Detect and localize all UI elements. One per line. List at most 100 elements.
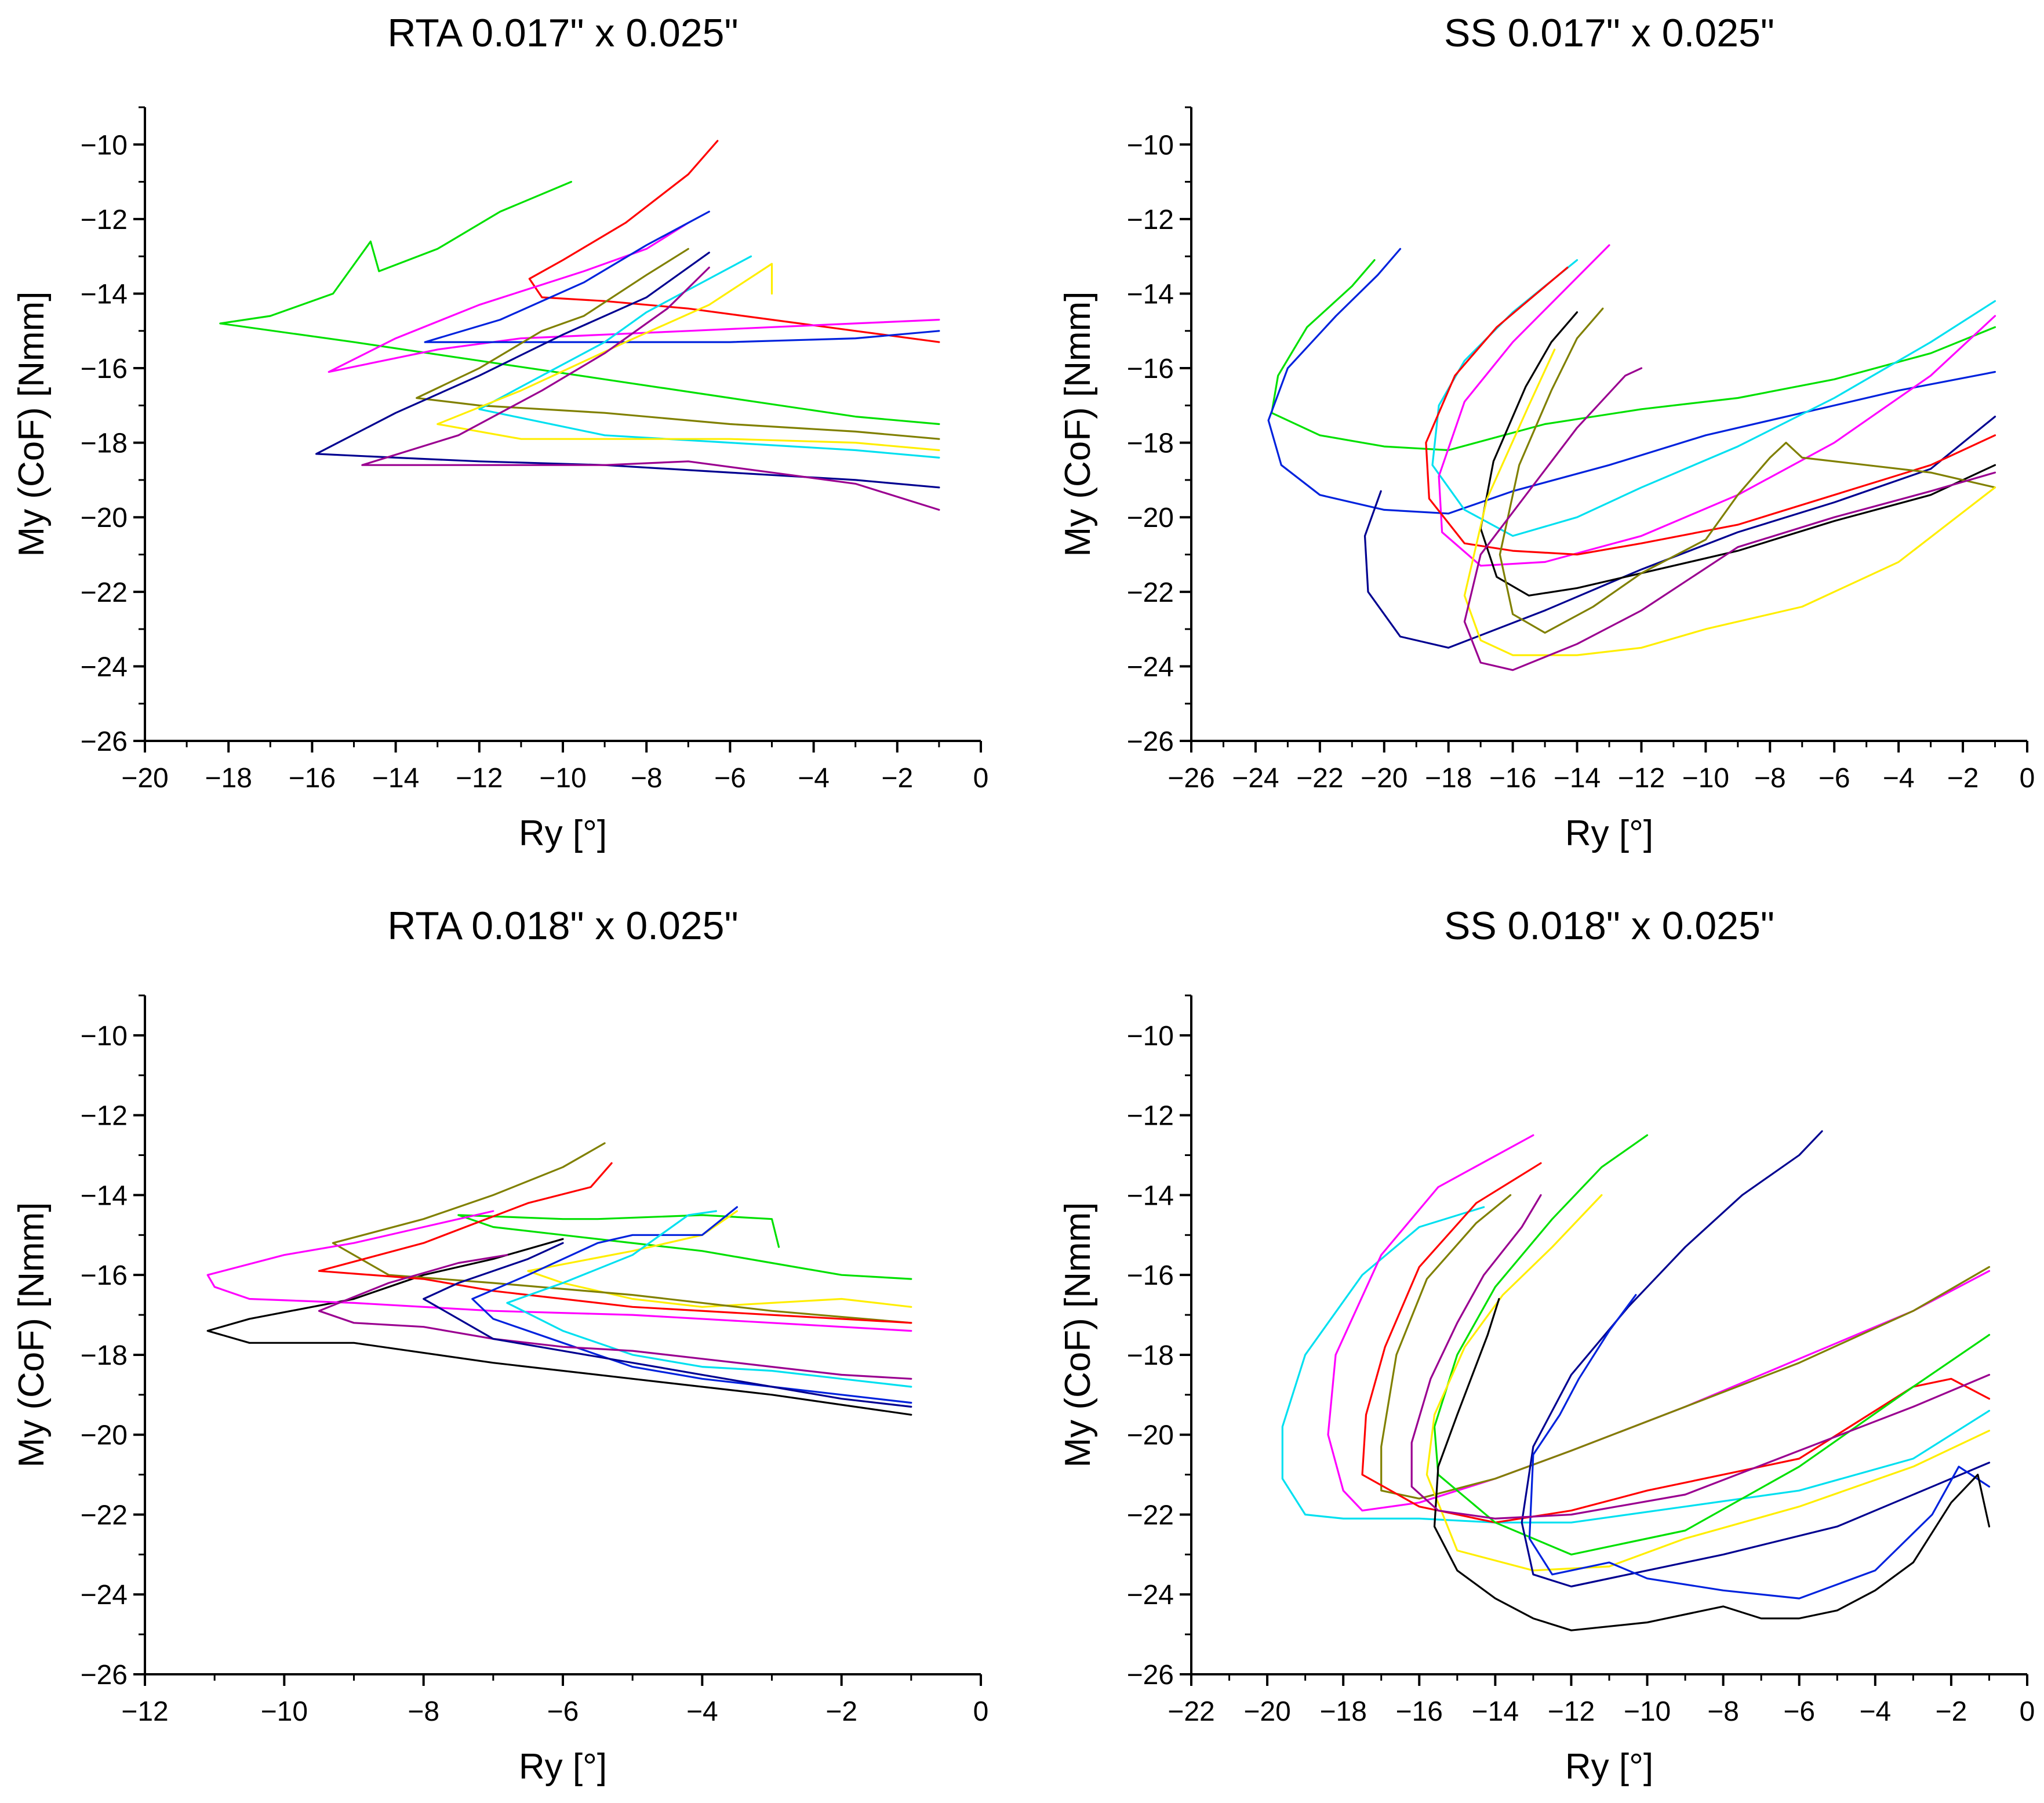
- series-line-black: [206, 1238, 912, 1416]
- series-line-yellow: [437, 263, 940, 452]
- x-tick-label: −22: [1168, 1696, 1214, 1727]
- y-tick-label: −10: [1127, 130, 1174, 161]
- series-line-navy: [315, 252, 940, 489]
- x-tick-label: −16: [1396, 1696, 1443, 1727]
- x-tick-label: −12: [456, 763, 503, 794]
- x-tick-label: −6: [547, 1696, 579, 1727]
- y-tick-label: −18: [81, 1340, 128, 1371]
- series-line-green: [1271, 259, 1996, 452]
- y-tick-label: −12: [81, 1101, 128, 1132]
- x-tick-label: −4: [1883, 763, 1915, 794]
- panel-ss-017: SS 0.017" x 0.025"−26 −24 −22 −20 −18 −16 −14−…: [1058, 11, 2035, 853]
- x-tick-label: −10: [1624, 1696, 1671, 1727]
- x-tick-label: −20: [1361, 763, 1407, 794]
- series-line-green: [457, 1214, 912, 1280]
- y-tick-label: −16: [1127, 354, 1174, 384]
- series-line-purple: [1410, 1194, 1991, 1520]
- y-tick-label: −12: [81, 205, 128, 235]
- x-tick-label: −14: [1472, 1696, 1519, 1727]
- y-tick-label: −24: [81, 1580, 128, 1611]
- series-line-yellow: [1463, 348, 1996, 656]
- x-tick-label: −2: [825, 1696, 857, 1727]
- series-line-red: [1425, 266, 1996, 556]
- x-tick-label: −18: [205, 763, 252, 794]
- x-axis-label: Ry [°]: [1565, 813, 1653, 853]
- y-tick-label: −26: [1127, 1660, 1174, 1691]
- y-tick-label: −20: [1127, 1420, 1174, 1451]
- chart-title: RTA 0.018" x 0.025": [387, 904, 738, 948]
- series-line-blue: [424, 210, 940, 343]
- series-line-black: [1433, 1297, 1991, 1631]
- series-line-purple: [1463, 367, 1996, 671]
- chart-title: RTA 0.017" x 0.025": [387, 11, 738, 55]
- x-tick-label: −10: [261, 1696, 308, 1727]
- panel-rta-017: RTA 0.017" x 0.025"−20 −18 −16 −14 −12 −10 −8−…: [12, 11, 988, 853]
- x-tick-label: −14: [1554, 763, 1601, 794]
- x-tick-label: −16: [1489, 763, 1536, 794]
- y-tick-label: −26: [81, 726, 128, 757]
- y-tick-label: −18: [1127, 428, 1174, 459]
- y-tick-label: −20: [1127, 503, 1174, 533]
- x-tick-label: −20: [1243, 1696, 1290, 1727]
- series-line-magenta: [1327, 1134, 1991, 1512]
- x-tick-label: −26: [1168, 763, 1214, 794]
- y-axis-label: My (CoF) [Nmm]: [1058, 1202, 1098, 1467]
- y-tick-label: −22: [1127, 577, 1174, 608]
- x-axis-label: Ry [°]: [519, 1747, 607, 1787]
- x-tick-label: −6: [714, 763, 746, 794]
- y-tick-label: −14: [1127, 1180, 1174, 1211]
- x-tick-label: −18: [1425, 763, 1472, 794]
- x-tick-label: −12: [1618, 763, 1665, 794]
- series-group: [1281, 1130, 1991, 1631]
- x-tick-label: −8: [408, 1696, 439, 1727]
- series-line-olive: [416, 248, 940, 440]
- x-tick-label: −24: [1232, 763, 1279, 794]
- x-tick-label: 0: [2020, 1696, 2035, 1727]
- x-tick-label: −4: [686, 1696, 718, 1727]
- y-tick-label: −24: [1127, 1580, 1174, 1611]
- series-line-magenta: [206, 1210, 912, 1332]
- x-tick-label: −12: [121, 1696, 168, 1727]
- y-axis-label: My (CoF) [Nmm]: [12, 1202, 52, 1467]
- series-line-yellow: [527, 1210, 912, 1308]
- x-tick-label: −14: [372, 763, 419, 794]
- series-line-cyan: [1281, 1206, 1991, 1524]
- series-line-yellow: [1425, 1194, 1991, 1572]
- series-line-cyan: [506, 1210, 912, 1388]
- y-tick-label: −24: [1127, 652, 1174, 682]
- y-tick-label: −24: [81, 652, 128, 682]
- x-tick-label: −10: [1682, 763, 1729, 794]
- series-line-purple: [361, 266, 940, 511]
- x-tick-label: 0: [973, 1696, 989, 1727]
- x-tick-label: −8: [631, 763, 663, 794]
- y-tick-label: −16: [81, 1260, 128, 1291]
- panel-ss-018: SS 0.018" x 0.025"−22 −20 −18 −16 −14 −12 −10−…: [1058, 904, 2035, 1787]
- x-tick-label: −10: [539, 763, 586, 794]
- y-axis-label: My (CoF) [Nmm]: [1058, 291, 1098, 557]
- series-line-blue: [1528, 1294, 1991, 1600]
- panel-rta-018: RTA 0.018" x 0.025"−12 −10 −8 −6 −4 −2 0−26−24…: [12, 904, 988, 1787]
- y-tick-label: −20: [81, 1420, 128, 1451]
- y-tick-label: −12: [1127, 1101, 1174, 1132]
- x-tick-label: −16: [289, 763, 336, 794]
- series-group: [206, 1142, 912, 1416]
- series-line-cyan: [478, 255, 940, 459]
- x-tick-label: 0: [973, 763, 989, 794]
- y-tick-label: −26: [81, 1660, 128, 1691]
- chart-title: SS 0.018" x 0.025": [1444, 904, 1774, 948]
- series-line-magenta: [1438, 244, 1996, 567]
- x-tick-label: −8: [1707, 1696, 1739, 1727]
- series-line-navy: [423, 1242, 912, 1408]
- series-line-red: [1361, 1162, 1991, 1524]
- y-tick-label: −16: [1127, 1260, 1174, 1291]
- y-tick-label: −26: [1127, 726, 1174, 757]
- series-line-olive: [1499, 307, 1996, 634]
- series-line-magenta: [328, 221, 940, 373]
- y-tick-label: −12: [1127, 205, 1174, 235]
- series-line-red: [318, 1162, 912, 1324]
- series-line-red: [528, 140, 940, 343]
- y-axis-label: My (CoF) [Nmm]: [12, 291, 52, 557]
- series-line-green: [1433, 1134, 1991, 1555]
- x-tick-label: −2: [1936, 1696, 1967, 1727]
